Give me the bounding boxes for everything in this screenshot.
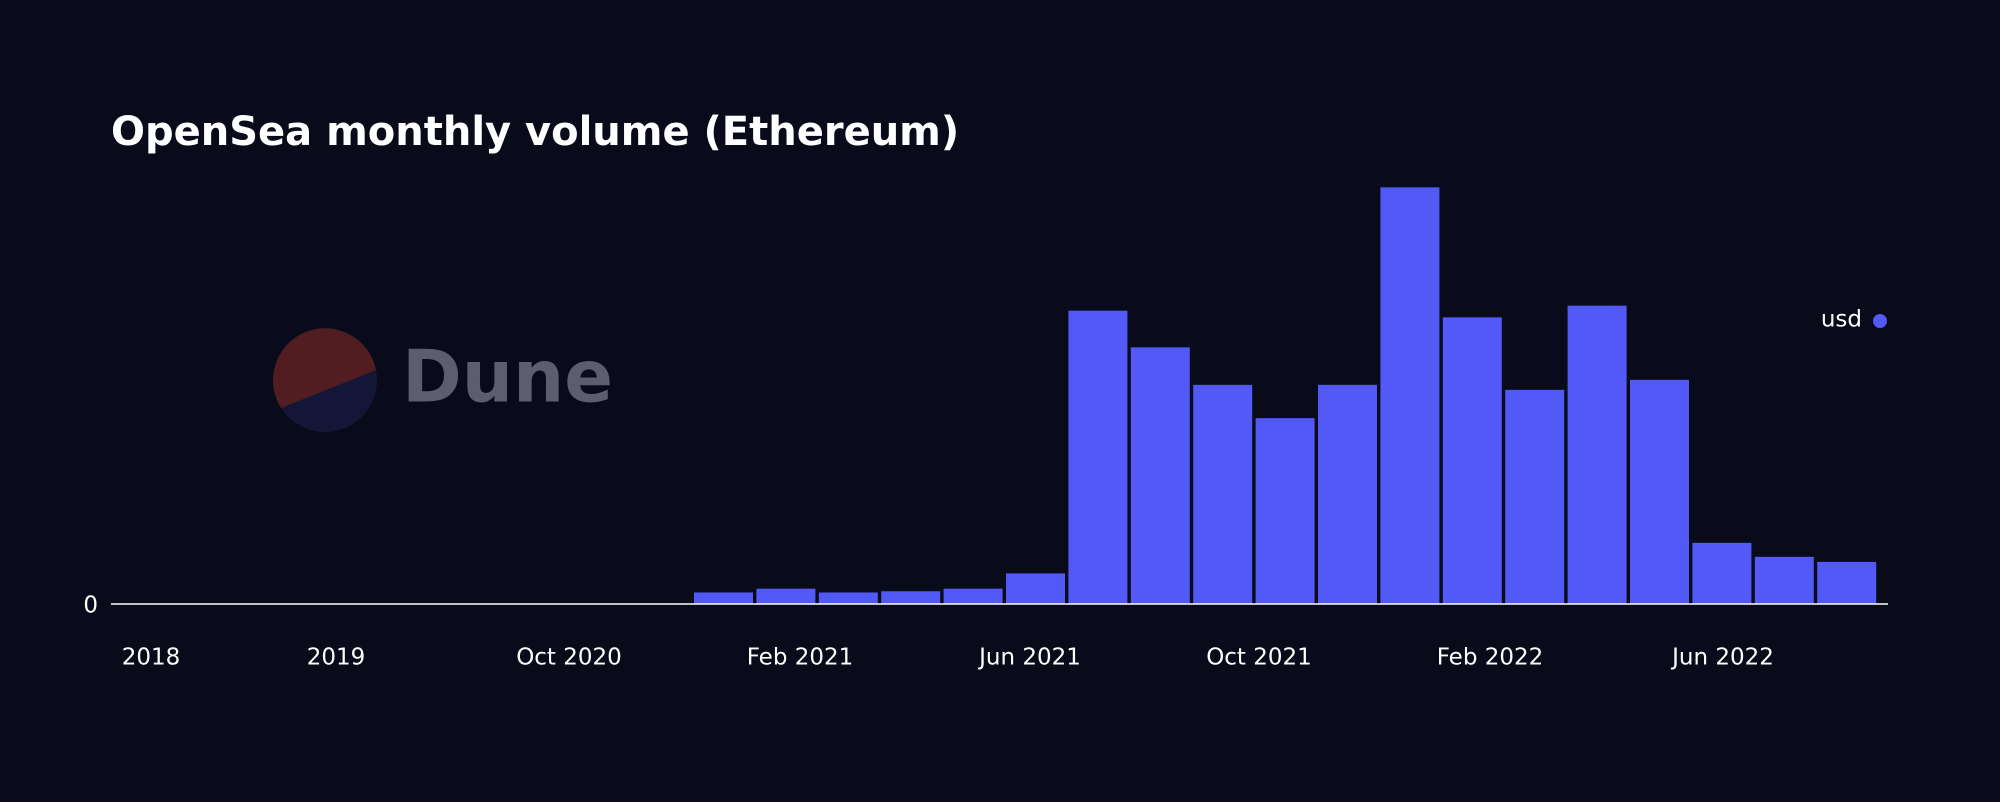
bar <box>1255 418 1315 604</box>
bar <box>1630 379 1689 604</box>
y-tick-label: 0 <box>83 593 98 619</box>
logo-lower <box>273 328 377 432</box>
logo-upper <box>273 328 376 408</box>
x-tick-label: Oct 2020 <box>516 645 622 671</box>
bar <box>1442 317 1502 604</box>
watermark-text: Dune <box>402 335 613 419</box>
bar <box>1692 542 1752 604</box>
bar <box>1505 389 1565 604</box>
bar <box>694 592 753 604</box>
legend-marker <box>1873 314 1887 328</box>
x-tick-label: Oct 2021 <box>1206 645 1312 671</box>
bar <box>818 592 878 604</box>
bar <box>1754 556 1814 604</box>
x-tick-label: Feb 2022 <box>1437 645 1544 671</box>
bar <box>756 588 816 604</box>
bar <box>1380 187 1440 605</box>
x-tick-label: Feb 2021 <box>747 645 854 671</box>
bar <box>881 591 941 604</box>
bar <box>1068 310 1128 604</box>
legend-label: usd <box>1821 307 1862 333</box>
x-tick-label: Jun 2021 <box>977 645 1081 671</box>
bar <box>1318 384 1377 604</box>
bar <box>1006 573 1065 604</box>
bar <box>1193 384 1253 604</box>
bar <box>1817 561 1877 604</box>
watermark-logo <box>273 328 377 432</box>
x-tick-label: Jun 2022 <box>1670 645 1774 671</box>
chart-title: OpenSea monthly volume (Ethereum) <box>111 109 959 155</box>
bar <box>1130 347 1190 604</box>
bar <box>1567 305 1627 604</box>
bar <box>943 588 1003 604</box>
x-tick-label: 2018 <box>122 645 181 671</box>
x-tick-label: 2019 <box>307 645 366 671</box>
